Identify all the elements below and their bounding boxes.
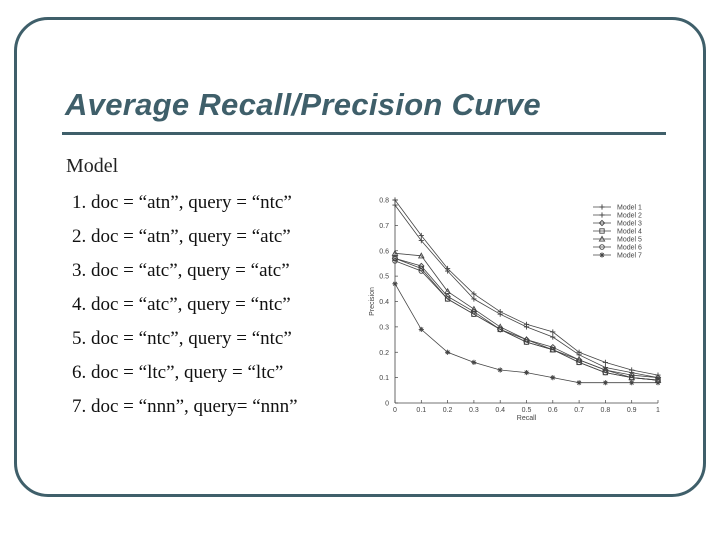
y-tick-label: 0 — [385, 401, 389, 408]
x-tick-label: 0.4 — [495, 407, 505, 414]
data-point — [470, 305, 478, 312]
chart-svg: 0 0.1 0.2 0.3 0.4 0.5 0.6 0.7 0.8 0 0.1 0.2 0.3 0.4 0.… — [369, 197, 662, 422]
data-point — [392, 281, 398, 287]
data-point — [392, 197, 398, 203]
data-point — [445, 349, 451, 355]
series-line — [394, 260, 659, 381]
model-item: 6. doc = “ltc”, query = “ltc” — [72, 362, 284, 383]
data-point — [550, 346, 556, 353]
data-point — [523, 369, 530, 376]
x-tick-label: 0.6 — [548, 407, 558, 414]
data-point — [575, 356, 583, 363]
x-tick-label: 0.1 — [416, 407, 426, 414]
data-point — [576, 359, 582, 366]
slide-frame — [14, 17, 706, 497]
y-tick-label: 0.6 — [379, 248, 389, 255]
data-point — [392, 202, 398, 208]
legend-marker — [598, 219, 606, 227]
data-point — [602, 369, 609, 376]
data-point — [471, 291, 477, 297]
legend-marker — [599, 204, 605, 210]
y-tick-label: 0.2 — [379, 350, 389, 357]
x-tick-label: 0.7 — [574, 407, 584, 414]
model-item: 1. doc = “atn”, query = “ntc” — [72, 192, 292, 213]
data-point — [550, 334, 556, 340]
x-tick-label: 0.2 — [443, 407, 453, 414]
data-point — [392, 258, 398, 264]
legend-label: Model 5 — [617, 237, 642, 244]
data-point — [444, 296, 451, 302]
series-line — [394, 283, 658, 384]
data-point — [523, 336, 530, 343]
data-point — [497, 367, 503, 373]
model-item: 5. doc = “ntc”, query = “ntc” — [72, 328, 292, 349]
legend-label: Model 3 — [617, 221, 642, 228]
x-tick-label: 0.3 — [469, 407, 479, 414]
data-point — [628, 374, 635, 381]
data-point — [418, 268, 425, 274]
model-heading: Model — [66, 155, 119, 177]
y-tick-label: 0.8 — [379, 198, 389, 205]
data-point — [602, 366, 609, 373]
data-point — [602, 359, 608, 365]
data-point — [523, 339, 530, 345]
model-item: 3. doc = “atc”, query = “atc” — [72, 260, 290, 281]
data-point — [523, 324, 530, 330]
model-item: 2. doc = “atn”, query = “atc” — [72, 226, 291, 247]
series-line — [394, 258, 659, 378]
x-tick-label: 0.8 — [601, 407, 611, 414]
data-point — [497, 311, 503, 317]
x-tick-label: 0.5 — [522, 407, 532, 414]
data-point — [550, 329, 556, 335]
legend-marker — [599, 212, 605, 218]
y-tick-label: 0.5 — [379, 274, 389, 281]
series-line — [394, 258, 659, 381]
y-tick-label: 0.1 — [379, 375, 389, 382]
legend-label: Model 2 — [617, 213, 642, 220]
x-axis-label: Recall — [517, 415, 537, 422]
legend-marker — [598, 235, 606, 242]
legend-marker — [599, 252, 605, 258]
data-point — [392, 255, 398, 262]
data-point — [444, 287, 451, 294]
data-point — [418, 238, 424, 244]
model-item: 7. doc = “nnn”, query= “nnn” — [72, 396, 298, 417]
model-list: 1. doc = “atn”, query = “ntc” 2. doc = “… — [72, 190, 298, 428]
data-point — [417, 252, 425, 259]
recall-precision-chart: 0 0.1 0.2 0.3 0.4 0.5 0.6 0.7 0.8 0 0.1 0.2 0.3 0.4 0.… — [365, 190, 665, 422]
data-point — [471, 296, 477, 302]
title-underline — [62, 132, 666, 135]
data-point — [471, 311, 477, 317]
data-point — [655, 380, 661, 386]
legend-label: Model 1 — [617, 205, 642, 212]
legend-marker — [599, 228, 605, 234]
legend-label: Model 4 — [617, 229, 642, 236]
legend-label: Model 7 — [617, 253, 642, 260]
data-point — [471, 359, 477, 365]
y-tick-label: 0.3 — [379, 324, 389, 331]
series-line — [394, 252, 659, 381]
data-point — [418, 232, 424, 239]
y-axis-label: Precision — [369, 287, 376, 316]
legend-label: Model 6 — [617, 245, 642, 252]
x-tick-label: 0.9 — [627, 407, 637, 414]
y-tick-label: 0.7 — [379, 223, 389, 230]
x-tick-label: 0 — [393, 407, 397, 414]
x-tick-label: 1 — [656, 407, 660, 414]
legend-marker — [599, 244, 605, 250]
data-point — [550, 375, 556, 381]
y-tick-label: 0.4 — [379, 299, 389, 306]
slide-title: Average Recall/Precision Curve — [65, 87, 541, 122]
model-item: 4. doc = “atc”, query = “ntc” — [72, 294, 291, 315]
data-point — [497, 326, 503, 333]
data-point — [602, 380, 608, 386]
data-point — [445, 268, 451, 274]
data-point — [418, 326, 424, 333]
data-point — [629, 380, 635, 386]
data-point — [391, 249, 399, 256]
data-point — [576, 380, 582, 386]
